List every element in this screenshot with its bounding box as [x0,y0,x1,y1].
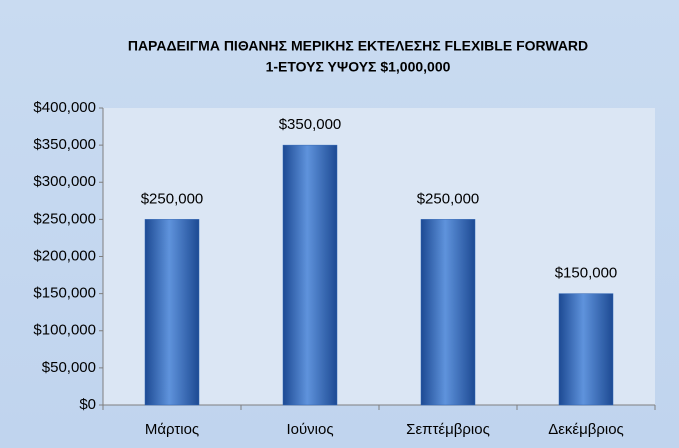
y-tick-label: $400,000 [33,99,96,116]
bar [144,219,200,406]
y-tick-label: $350,000 [33,136,96,153]
x-tick-label: Ιούνιος [286,421,333,438]
y-tick-label: $250,000 [33,210,96,227]
x-tick-label: Σεπτέμβριος [406,421,490,438]
y-tick-label: $200,000 [33,247,96,264]
chart-title: 1-ΕΤΟΥΣ ΥΨΟΥΣ $1,000,000 [266,59,451,75]
bar [558,293,614,406]
y-tick-label: $0 [79,396,96,413]
bar [420,219,476,406]
data-label: $150,000 [555,265,618,282]
y-tick-label: $100,000 [33,322,96,339]
y-tick-label: $150,000 [33,285,96,302]
data-label: $250,000 [417,190,480,207]
x-tick-label: Δεκέμβριος [548,421,624,438]
chart-title: ΠΑΡΑΔΕΙΓΜΑ ΠΙΘΑΝΗΣ ΜΕΡΙΚΗΣ ΕΚΤΕΛΕΣΗΣ FLE… [128,38,588,54]
bar [282,144,338,406]
data-label: $250,000 [141,190,204,207]
y-tick-label: $50,000 [42,359,96,376]
y-tick-label: $300,000 [33,173,96,190]
data-label: $350,000 [279,116,342,133]
x-tick-label: Μάρτιος [145,421,199,438]
